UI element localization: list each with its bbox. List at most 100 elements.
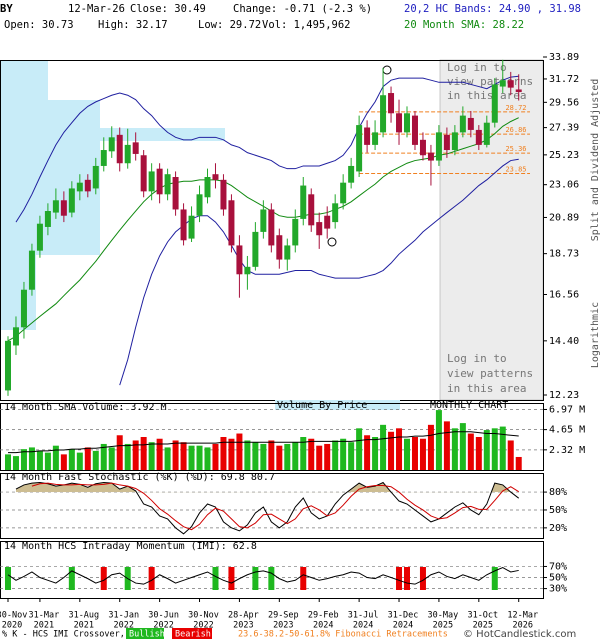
candle-body	[324, 215, 331, 229]
volume-bar	[340, 438, 347, 470]
candle-body	[316, 222, 323, 236]
volume-bar	[204, 447, 211, 470]
volume-bar	[164, 447, 171, 470]
fib-label: 25.36	[505, 145, 526, 153]
candle-body	[340, 182, 347, 204]
volume-bar	[276, 445, 283, 470]
annotation: Volume By Price	[277, 400, 367, 411]
x-tick-label: 2024	[313, 621, 333, 631]
crossover-marker	[228, 567, 235, 590]
crossover-marker	[252, 567, 259, 590]
y-tick-label: 2.32 M	[549, 445, 585, 456]
volume-bar	[388, 431, 395, 470]
candle-body	[451, 132, 458, 151]
y-tick-label: 50%	[549, 573, 567, 584]
fib-label: 26.86	[505, 126, 526, 134]
pivot-marker	[327, 237, 337, 247]
volume-bar	[507, 440, 514, 470]
candle-body	[411, 115, 418, 145]
candle-body	[172, 177, 179, 210]
crossover-marker	[5, 567, 11, 590]
candle-body	[300, 185, 307, 219]
sma-label: 20 Month SMA: 28.22	[404, 19, 524, 31]
x-tick-label: 31-Oct	[467, 611, 498, 621]
x-tick-label: 30-Jun	[148, 611, 179, 621]
volume-bar	[12, 456, 19, 470]
fib-label: 23.85	[505, 166, 526, 174]
volume-bar	[324, 443, 331, 470]
volume-bar	[364, 435, 371, 470]
x-tick-label: 2024	[393, 621, 413, 631]
overbought-shade	[15, 482, 511, 493]
y-tick-label: 18.73	[549, 249, 579, 260]
candle-body	[276, 235, 283, 260]
volume-bar	[76, 452, 83, 470]
x-tick-label: 2022	[153, 621, 173, 631]
volume-bar	[124, 443, 131, 470]
bearish-swatch	[172, 628, 212, 639]
y-tick-label: 20%	[549, 523, 567, 534]
fib-legend: 23.6-38.2-50-61.8% Fibonacci Retracement…	[238, 630, 448, 640]
open: Open: 30.73	[4, 19, 74, 31]
copyright: © HotCandlestick.com	[463, 629, 576, 640]
volume-bar	[300, 437, 307, 470]
y-tick-label: 80%	[549, 487, 567, 498]
candle-body	[435, 132, 442, 161]
login-note: in this area	[447, 382, 526, 395]
y-tick-label: 31.72	[549, 74, 579, 85]
y-tick-label: 23.06	[549, 180, 579, 191]
candle-body	[388, 93, 395, 114]
panel-title: 14 Month Fast Stochastic (%K) (%D): 69.8…	[4, 472, 275, 483]
volume-bar	[356, 428, 363, 470]
candle-body	[236, 245, 243, 275]
annotation: MONTHLY CHART	[430, 400, 508, 411]
y-tick-label: 12.23	[549, 390, 579, 401]
volume-bar	[172, 440, 179, 470]
crossover-marker	[148, 567, 155, 590]
candle-body	[20, 289, 27, 328]
volume-bar	[260, 443, 267, 470]
volume-bar	[252, 442, 259, 470]
candle-body	[220, 179, 227, 210]
candle-body	[44, 211, 51, 227]
x-tick-label: 2021	[34, 621, 54, 631]
volume-bar	[236, 433, 243, 470]
volume-bar	[140, 437, 147, 470]
y-tick-label: 14.40	[549, 336, 579, 347]
volume-bar	[451, 428, 458, 470]
login-note: view patterns	[447, 367, 533, 380]
volume-bar	[100, 443, 107, 470]
candle-body	[260, 209, 267, 232]
candle-body	[475, 129, 482, 145]
crossover-marker	[300, 567, 307, 590]
volume-bar	[20, 449, 27, 470]
imi-panel	[0, 541, 544, 599]
candle-body	[108, 137, 115, 152]
candle-body	[84, 179, 91, 192]
vbp-label-bg	[275, 400, 400, 410]
candle-body	[348, 165, 355, 183]
crossover-legend: % K - HCS IMI Crossover,	[2, 630, 125, 640]
volume-bar	[196, 445, 203, 470]
candle-body	[491, 84, 498, 123]
candle-body	[467, 117, 474, 130]
volume-bar	[372, 437, 379, 470]
side-label: Logarithmic	[590, 302, 600, 368]
volume-bar	[348, 442, 355, 470]
vbp-bar	[0, 100, 100, 128]
volume-bar	[84, 447, 91, 470]
volume-bar	[92, 450, 99, 470]
crossover-marker	[419, 567, 426, 590]
volume-bar	[475, 437, 482, 470]
candle-body	[499, 80, 506, 87]
volume-bar	[212, 443, 219, 470]
volume-bar	[396, 428, 403, 470]
y-tick-label: 6.97 M	[549, 404, 585, 415]
x-tick-label: 31-Aug	[68, 611, 99, 621]
volume-bar	[268, 440, 275, 470]
candle-body	[244, 266, 251, 275]
volume-bar	[228, 438, 235, 470]
x-tick-label: 2025	[473, 621, 493, 631]
candle-body	[419, 139, 426, 156]
